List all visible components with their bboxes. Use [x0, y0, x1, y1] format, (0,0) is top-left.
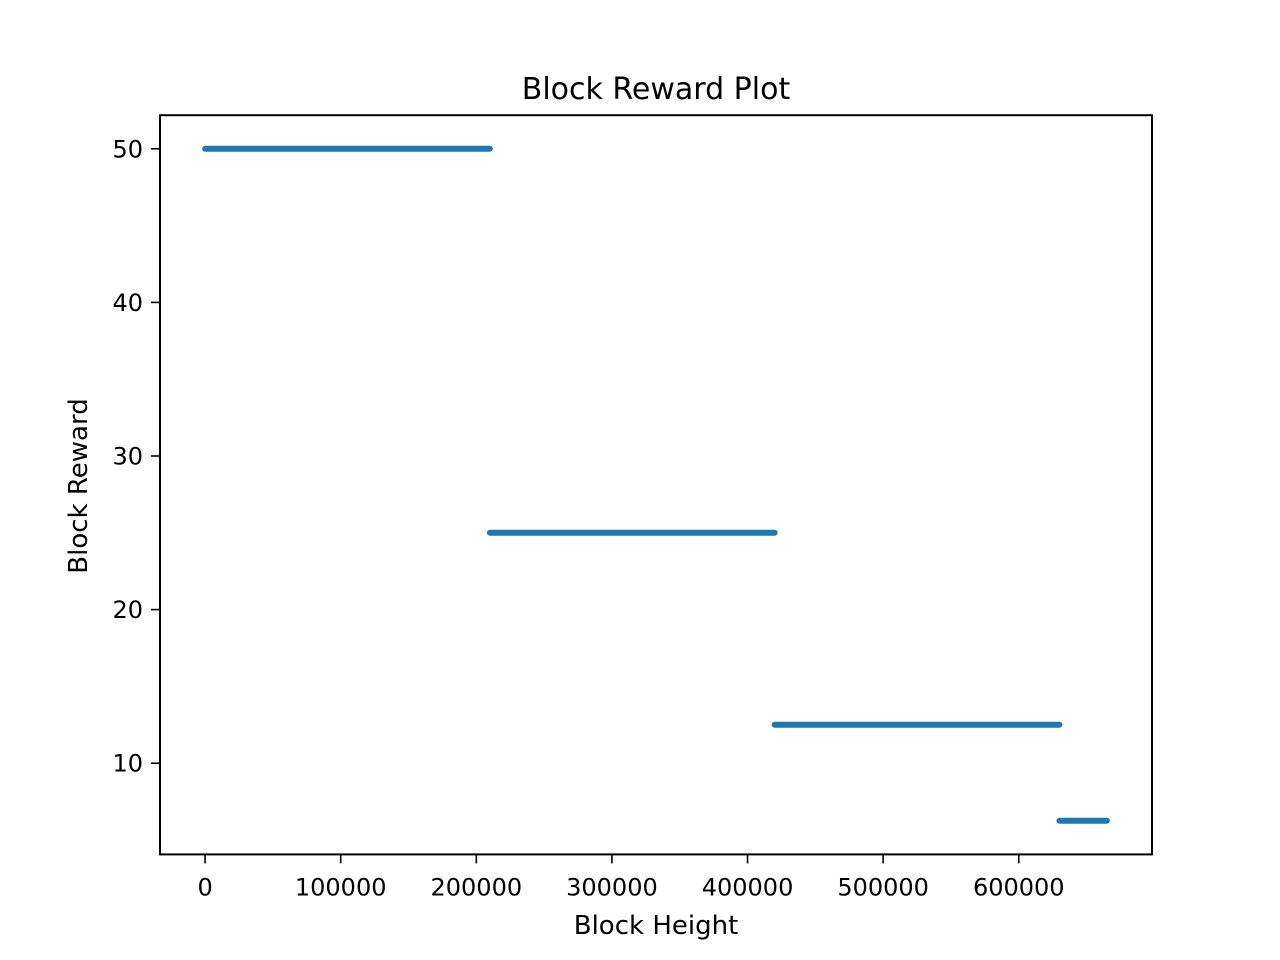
x-axis: 0 100000 200000 300000 400000 500000 600000	[197, 854, 1065, 901]
y-tick-label: 10	[112, 750, 143, 778]
x-tick-label: 400000	[702, 873, 794, 901]
y-axis-label: Block Reward	[64, 398, 94, 573]
y-tick-label: 30	[112, 443, 143, 471]
x-tick-label: 100000	[295, 873, 387, 901]
chart-title: Block Reward Plot	[522, 72, 791, 107]
x-tick-label: 300000	[566, 873, 658, 901]
x-tick-label: 600000	[973, 873, 1065, 901]
plot-area	[202, 145, 1110, 824]
y-axis: 10 20 30 40 50	[112, 135, 160, 778]
plot-frame	[159, 114, 1153, 856]
x-tick-label: 200000	[431, 873, 523, 901]
x-tick-label: 0	[197, 873, 212, 901]
y-tick-label: 40	[112, 289, 143, 317]
x-tick-label: 500000	[837, 873, 929, 901]
y-tick-label: 20	[112, 596, 143, 624]
x-axis-label: Block Height	[574, 911, 739, 941]
y-tick-label: 50	[112, 135, 143, 163]
